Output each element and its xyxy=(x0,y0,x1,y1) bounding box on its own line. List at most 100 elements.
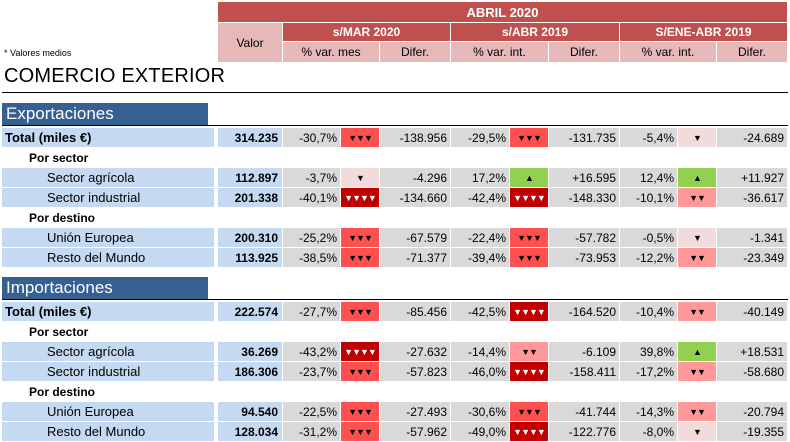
exportaciones-destino-row-1-difer-3: -1.341 xyxy=(717,228,787,247)
importaciones-sector-row-1-difer-2: -6.109 xyxy=(549,342,619,361)
exportaciones-destino-row-1-pct-1: -25,2% xyxy=(283,228,340,247)
importaciones-subheading-sector: Por sector xyxy=(29,324,89,339)
exportaciones-sector-row-1-trend-icon-3: ▲ xyxy=(678,168,716,187)
importaciones-total-row-trend-icon-3: ▼▼ xyxy=(678,302,716,321)
exportaciones-sector-row-1-valor: 112.897 xyxy=(218,168,282,187)
exportaciones-sector-row-2-pct-2: -42,4% xyxy=(451,188,509,207)
importaciones-sector-row-2-pct-1: -23,7% xyxy=(283,362,340,381)
exportaciones-sector-row-2-difer-1: -134.660 xyxy=(380,188,450,207)
importaciones-total-row-trend-icon-2: ▼▼▼▼ xyxy=(510,302,548,321)
exportaciones-total-row-valor: 314.235 xyxy=(218,128,282,147)
exportaciones-subheading-destino: Por destino xyxy=(29,210,96,225)
importaciones-total-row-valor: 222.574 xyxy=(218,302,282,321)
importaciones-sector-row-1-pct-3: 39,8% xyxy=(620,342,677,361)
importaciones-destino-row-1-trend-icon-3: ▼▼ xyxy=(678,402,716,421)
note-valores-medios: * Valores medios xyxy=(4,48,72,58)
exportaciones-destino-row-1-trend-icon-2: ▼▼▼ xyxy=(510,228,548,247)
exportaciones-sector-row-1-pct-2: 17,2% xyxy=(451,168,509,187)
exportaciones-sector-row-1-pct-3: 12,4% xyxy=(620,168,677,187)
importaciones-total-row-trend-icon-1: ▼▼▼ xyxy=(341,302,379,321)
importaciones-sector-row-2-valor: 186.306 xyxy=(218,362,282,381)
exportaciones-sector-row-1-difer-1: -4.296 xyxy=(380,168,450,187)
importaciones-sector-row-1-trend-icon-3: ▲ xyxy=(678,342,716,361)
importaciones-total-row-pct-2: -42,5% xyxy=(451,302,509,321)
importaciones-total-row-difer-2: -164.520 xyxy=(549,302,619,321)
group-header-mar2020: s/MAR 2020 xyxy=(283,23,450,41)
importaciones-total-row-difer-1: -85.456 xyxy=(380,302,450,321)
exportaciones-sector-row-2-difer-2: -148.330 xyxy=(549,188,619,207)
exportaciones-total-row-difer-3: -24.689 xyxy=(717,128,787,147)
importaciones-destino-row-1-trend-icon-1: ▼▼▼ xyxy=(341,402,379,421)
exportaciones-destino-row-2-trend-icon-3: ▼▼ xyxy=(678,248,716,267)
importaciones-sector-row-2-trend-icon-3: ▼▼ xyxy=(678,362,716,381)
importaciones-sector-row-1-pct-2: -14,4% xyxy=(451,342,509,361)
exportaciones-subheading-sector: Por sector xyxy=(29,150,89,165)
importaciones-sector-row-1-difer-1: -27.632 xyxy=(380,342,450,361)
importaciones-total-row-label: Total (miles €) xyxy=(2,302,214,321)
importaciones-destino-row-2-difer-1: -57.962 xyxy=(380,422,450,441)
importaciones-destino-row-2-pct-1: -31,2% xyxy=(283,422,340,441)
importaciones-destino-row-1-label: Unión Europea xyxy=(2,402,214,421)
exportaciones-total-row-trend-icon-3: ▼ xyxy=(678,128,716,147)
exportaciones-destino-row-2-difer-3: -23.349 xyxy=(717,248,787,267)
exportaciones-destino-row-1-difer-1: -67.579 xyxy=(380,228,450,247)
exportaciones-total-row-pct-3: -5,4% xyxy=(620,128,677,147)
exportaciones-destino-row-1-valor: 200.310 xyxy=(218,228,282,247)
exportaciones-sector-row-2-pct-3: -10,1% xyxy=(620,188,677,207)
exportaciones-section-title: Exportaciones xyxy=(2,103,208,125)
group-header-ene-abr2019: S/ENE-ABR 2019 xyxy=(620,23,787,41)
importaciones-total-row-pct-3: -10,4% xyxy=(620,302,677,321)
exportaciones-destino-row-1-pct-3: -0,5% xyxy=(620,228,677,247)
importaciones-destino-row-2-trend-icon-3: ▼ xyxy=(678,422,716,441)
exportaciones-sector-row-2-trend-icon-2: ▼▼▼▼ xyxy=(510,188,548,207)
col-pct-int-1: % var. int. xyxy=(451,42,548,62)
exportaciones-destino-row-2-label: Resto del Mundo xyxy=(2,248,214,267)
title-divider xyxy=(2,92,788,93)
valor-header: Valor xyxy=(218,23,282,62)
importaciones-total-row-difer-3: -40.149 xyxy=(717,302,787,321)
exportaciones-total-row-pct-2: -29,5% xyxy=(451,128,509,147)
exportaciones-sector-row-1-trend-icon-1: ▼ xyxy=(341,168,379,187)
exportaciones-destino-row-1-trend-icon-1: ▼▼▼ xyxy=(341,228,379,247)
exportaciones-sector-row-1-difer-2: +16.595 xyxy=(549,168,619,187)
col-pct-mes: % var. mes xyxy=(283,42,379,62)
exportaciones-section-divider xyxy=(2,125,788,126)
exportaciones-destino-row-1-pct-2: -22,4% xyxy=(451,228,509,247)
importaciones-sector-row-1-pct-1: -43,2% xyxy=(283,342,340,361)
exportaciones-total-row-pct-1: -30,7% xyxy=(283,128,340,147)
exportaciones-sector-row-2-valor: 201.338 xyxy=(218,188,282,207)
importaciones-destino-row-2-valor: 128.034 xyxy=(218,422,282,441)
exportaciones-sector-row-2-trend-icon-1: ▼▼▼▼ xyxy=(341,188,379,207)
col-pct-int-2: % var. int. xyxy=(620,42,716,62)
exportaciones-sector-row-1-pct-1: -3,7% xyxy=(283,168,340,187)
exportaciones-total-row-difer-2: -131.735 xyxy=(549,128,619,147)
importaciones-sector-row-1-label: Sector agrícola xyxy=(2,342,214,361)
importaciones-sector-row-2-trend-icon-2: ▼▼▼▼ xyxy=(510,362,548,381)
exportaciones-destino-row-2-pct-1: -38,5% xyxy=(283,248,340,267)
importaciones-sector-row-2-label: Sector industrial xyxy=(2,362,214,381)
importaciones-sector-row-1-trend-icon-2: ▼▼ xyxy=(510,342,548,361)
exportaciones-total-row-trend-icon-2: ▼▼▼ xyxy=(510,128,548,147)
group-header-abr2019: s/ABR 2019 xyxy=(451,23,619,41)
exportaciones-destino-row-1-label: Unión Europea xyxy=(2,228,214,247)
col-difer-3: Difer. xyxy=(717,42,787,62)
exportaciones-destino-row-1-difer-2: -57.782 xyxy=(549,228,619,247)
exportaciones-destino-row-2-difer-1: -71.377 xyxy=(380,248,450,267)
exportaciones-sector-row-1-label: Sector agrícola xyxy=(2,168,214,187)
importaciones-sector-row-2-pct-3: -17,2% xyxy=(620,362,677,381)
exportaciones-total-row-label: Total (miles €) xyxy=(2,128,214,147)
importaciones-destino-row-1-pct-1: -22,5% xyxy=(283,402,340,421)
importaciones-destino-row-2-trend-icon-2: ▼▼▼▼ xyxy=(510,422,548,441)
importaciones-destino-row-1-difer-2: -41.744 xyxy=(549,402,619,421)
exportaciones-sector-row-2-pct-1: -40,1% xyxy=(283,188,340,207)
importaciones-total-row-pct-1: -27,7% xyxy=(283,302,340,321)
importaciones-destino-row-1-valor: 94.540 xyxy=(218,402,282,421)
exportaciones-sector-row-1-trend-icon-2: ▲ xyxy=(510,168,548,187)
importaciones-sector-row-2-trend-icon-1: ▼▼▼ xyxy=(341,362,379,381)
exportaciones-destino-row-2-pct-2: -39,4% xyxy=(451,248,509,267)
importaciones-section-divider xyxy=(2,299,788,300)
importaciones-destino-row-2-pct-3: -8,0% xyxy=(620,422,677,441)
importaciones-destino-row-1-difer-1: -27.493 xyxy=(380,402,450,421)
importaciones-sector-row-2-difer-2: -158.411 xyxy=(549,362,619,381)
exportaciones-destino-row-2-trend-icon-1: ▼▼▼ xyxy=(341,248,379,267)
